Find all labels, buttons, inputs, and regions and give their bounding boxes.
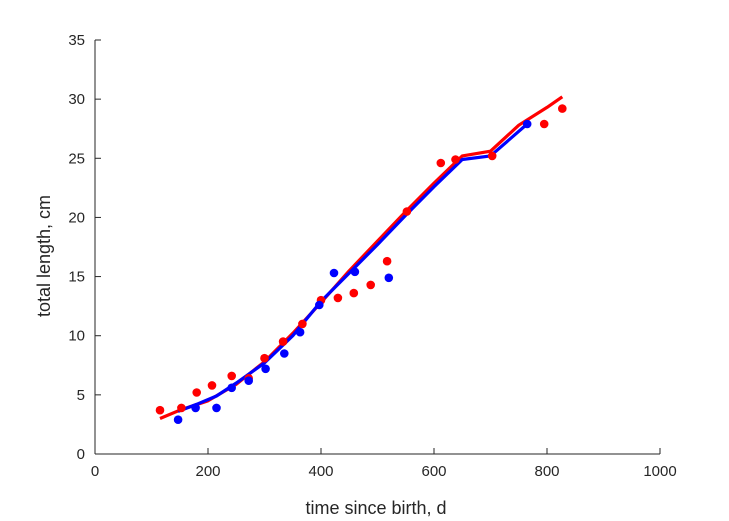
data-point-0-12 [366, 280, 376, 290]
y-tick-label: 25 [68, 150, 85, 167]
data-point-1-0 [173, 415, 183, 425]
data-point-1-5 [261, 364, 270, 374]
data-point-1-9 [329, 268, 339, 278]
x-tick-label: 200 [195, 463, 220, 480]
data-point-1-6 [280, 349, 289, 358]
data-point-0-3 [207, 381, 217, 390]
y-tick-label: 35 [68, 32, 85, 49]
data-point-0-17 [487, 151, 497, 161]
data-point-1-7 [295, 327, 305, 337]
data-point-0-1 [177, 403, 186, 413]
data-point-1-4 [244, 376, 253, 386]
data-point-0-11 [349, 288, 359, 298]
series-line-3 [177, 122, 529, 413]
data-point-1-2 [212, 403, 221, 413]
y-tick-label: 30 [68, 91, 85, 108]
x-tick-label: 1000 [643, 463, 676, 480]
data-point-1-11 [384, 273, 394, 283]
plot-area [155, 95, 567, 425]
data-point-0-4 [227, 371, 236, 381]
y-tick-label: 20 [68, 209, 85, 226]
y-axis-label: total length, cm [34, 195, 54, 317]
x-tick-label: 0 [91, 463, 99, 480]
x-tick-label: 800 [534, 463, 559, 480]
data-point-0-8 [298, 319, 307, 329]
data-point-0-0 [155, 405, 165, 415]
data-point-0-18 [539, 119, 549, 129]
data-point-1-12 [522, 119, 532, 129]
x-axis-label: time since birth, d [305, 498, 446, 518]
y-tick-label: 5 [77, 387, 85, 404]
data-point-0-15 [436, 158, 446, 168]
data-point-0-14 [402, 207, 412, 216]
y-tick-label: 0 [77, 446, 85, 463]
data-point-1-3 [227, 383, 236, 393]
x-tick-label: 600 [421, 463, 446, 480]
y-tick-label: 10 [68, 328, 85, 345]
data-point-0-2 [192, 388, 201, 397]
axes: 0 200 400 600 800 1000 0 5 10 15 20 25 30 35 [68, 32, 676, 480]
data-point-1-10 [350, 267, 360, 277]
data-point-0-19 [558, 104, 567, 113]
x-tick-label: 400 [308, 463, 333, 480]
data-point-0-10 [333, 293, 343, 303]
data-point-0-16 [451, 155, 460, 164]
data-point-0-13 [382, 256, 392, 266]
data-point-1-1 [191, 403, 200, 413]
y-tick-label: 15 [68, 269, 85, 286]
data-point-0-6 [260, 353, 269, 363]
data-point-0-7 [278, 337, 288, 346]
data-point-1-8 [315, 300, 324, 310]
